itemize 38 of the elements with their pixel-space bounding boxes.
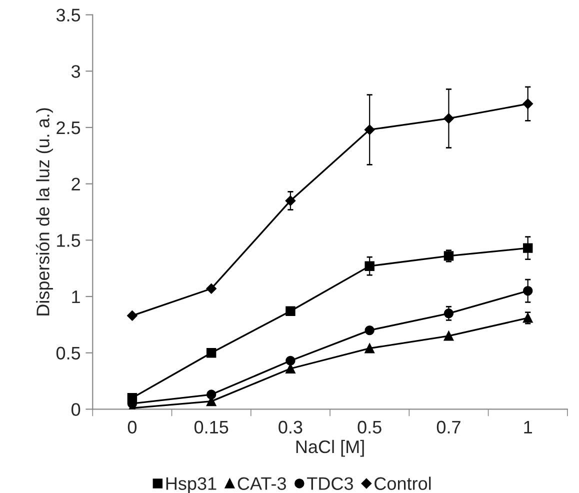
legend-label: Control [374, 476, 431, 490]
y-tick-label: 3 [71, 65, 80, 78]
y-tick-label: 2.5 [56, 121, 80, 134]
x-tick-label: 0.15 [194, 420, 228, 434]
point [286, 356, 296, 366]
point [364, 124, 375, 135]
point [127, 393, 138, 403]
legend-label: CAT-3 [238, 477, 286, 490]
point [444, 308, 454, 318]
y-tick-label: 3.5 [56, 8, 80, 22]
y-tick-label: 2 [72, 178, 80, 190]
y-tick-label: 0 [72, 403, 80, 416]
point [364, 343, 374, 354]
x-tick-label: 0.3 [278, 420, 302, 434]
point [444, 113, 454, 124]
point [364, 325, 374, 336]
point [444, 331, 454, 341]
point [522, 286, 533, 296]
point [206, 348, 216, 358]
x-tick-label: 0.7 [436, 420, 460, 434]
point [206, 390, 216, 400]
point [286, 364, 296, 374]
point [206, 284, 216, 294]
x-axis-title: NaCl [M] [296, 440, 364, 457]
y-tick-label: 1.5 [57, 234, 80, 247]
x-tick-label: 1 [524, 420, 532, 434]
y-axis-title: Dispersión de la luz (u. a.) [36, 108, 53, 316]
x-tick-label: 0 [128, 420, 137, 434]
y-tick-label: 1 [72, 290, 80, 304]
point [522, 243, 533, 253]
point [286, 306, 296, 316]
point [285, 196, 296, 206]
point [522, 98, 533, 109]
point [364, 261, 374, 271]
legend-label: TDC3 [307, 477, 353, 490]
y-tick-label: 0.5 [56, 346, 80, 360]
point [127, 310, 138, 321]
x-tick-label: 0.5 [358, 420, 382, 434]
